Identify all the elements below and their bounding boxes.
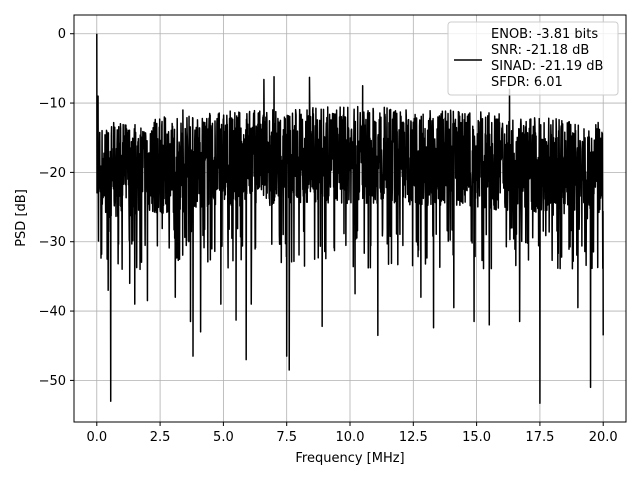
y-tick-label: −20: [39, 166, 66, 181]
y-axis-ticks: 0 −10 −20 −30 −40 −50: [39, 27, 74, 389]
psd-series-line: [96, 33, 604, 405]
y-tick-label: −50: [39, 374, 66, 389]
x-tick-label: 17.5: [525, 430, 554, 445]
y-axis-label: PSD [dB]: [14, 189, 29, 247]
legend-line: ENOB: -3.81 bits: [491, 27, 598, 42]
legend: ENOB: -3.81 bits SNR: -21.18 dB SINAD: -21…: [447, 21, 619, 96]
y-tick-label: −40: [39, 305, 66, 320]
y-tick-label: −10: [39, 97, 66, 112]
legend-entry-text: ENOB: -3.81 bits SNR: -21.18 dB SINAD: -21…: [491, 27, 603, 90]
x-tick-label: 2.5: [150, 430, 171, 445]
x-tick-label: 20.0: [589, 430, 618, 445]
x-tick-label: 5.0: [213, 430, 234, 445]
x-tick-label: 15.0: [462, 430, 491, 445]
x-tick-label: 0.0: [86, 430, 107, 445]
legend-line: SNR: -21.18 dB: [491, 43, 589, 58]
x-tick-label: 10.0: [336, 430, 365, 445]
x-axis-label: Frequency [MHz]: [295, 451, 404, 466]
legend-box: [447, 21, 619, 96]
x-axis-ticks: 0.0 2.5 5.0 7.5 10.0 12.5 15.0 17.5 20.0: [86, 422, 618, 445]
legend-line: SFDR: 6.01: [491, 75, 563, 90]
x-tick-label: 7.5: [276, 430, 297, 445]
y-tick-label: 0: [58, 27, 66, 42]
legend-line: SINAD: -21.19 dB: [491, 59, 603, 74]
y-tick-label: −30: [39, 235, 66, 250]
x-tick-label: 12.5: [399, 430, 428, 445]
